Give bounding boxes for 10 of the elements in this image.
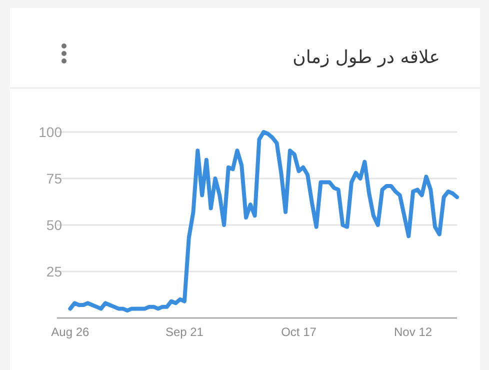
y-tick-label: 100 (38, 124, 62, 140)
x-tick-label: Nov 12 (394, 325, 432, 339)
y-tick-label: 50 (46, 217, 62, 233)
y-tick-label: 75 (46, 170, 62, 186)
x-tick-label: Aug 26 (51, 325, 90, 339)
x-tick-label: Oct 17 (281, 325, 317, 339)
line-series (68, 130, 459, 313)
chart-title: علاقه در طول زمان (292, 47, 440, 68)
x-tick-label: Sep 21 (165, 325, 204, 339)
y-tick-label: 25 (46, 264, 62, 280)
